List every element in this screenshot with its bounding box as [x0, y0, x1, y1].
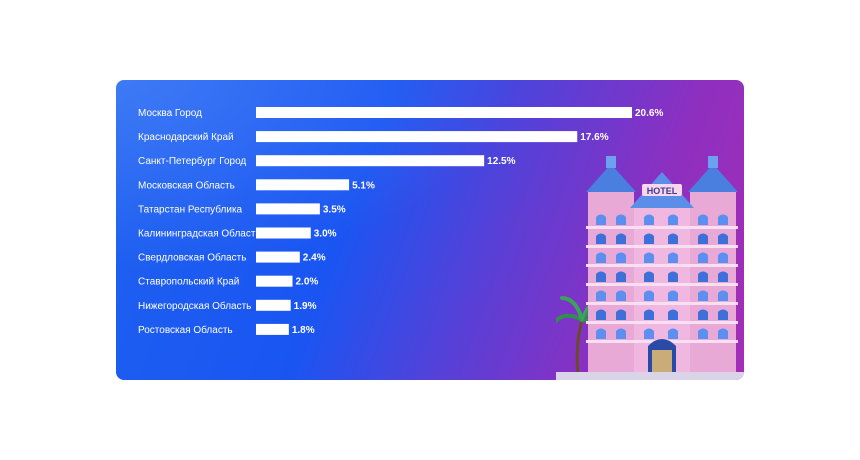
bar — [256, 131, 578, 143]
category-label: Санкт-Петербург Город — [138, 155, 246, 167]
chart-card: Москва Город 20.6% Краснодарский Край 17.6%… — [116, 80, 744, 380]
bar — [256, 155, 485, 167]
value-label: 12.5% — [487, 156, 515, 167]
value-label: 1.8% — [292, 325, 315, 336]
category-label: Калининградская Область — [138, 228, 261, 240]
category-label: Татарстан Республика — [138, 203, 243, 215]
value-label: 5.1% — [352, 180, 375, 191]
bar — [256, 251, 300, 263]
bar-chart: Москва Город 20.6% Краснодарский Край 17.6%… — [138, 107, 663, 336]
value-label: 20.6% — [635, 108, 663, 119]
category-label: Московская Область — [138, 179, 235, 191]
bar — [256, 323, 289, 335]
category-label: Ростовская Область — [138, 324, 233, 336]
category-label: Краснодарский Край — [138, 132, 234, 143]
bar — [256, 203, 320, 215]
category-label: Москва Город — [138, 108, 202, 119]
bar — [256, 299, 291, 311]
value-label: 2.0% — [296, 277, 319, 288]
category-label: Свердловская Область — [138, 252, 246, 264]
value-label: 2.4% — [303, 253, 326, 264]
bar — [256, 227, 311, 239]
value-label: 3.5% — [323, 204, 346, 215]
bar — [256, 179, 350, 191]
category-label: Ставропольский Край — [138, 277, 239, 288]
value-label: 3.0% — [314, 229, 337, 240]
value-label: 1.9% — [294, 301, 317, 312]
value-label: 17.6% — [580, 132, 608, 143]
bar — [256, 275, 293, 287]
category-label: Нижегородская Область — [138, 300, 251, 312]
hotel-building-icon: HOTEL — [556, 156, 744, 380]
hotel-sign: HOTEL — [647, 186, 678, 196]
bar — [256, 107, 632, 118]
